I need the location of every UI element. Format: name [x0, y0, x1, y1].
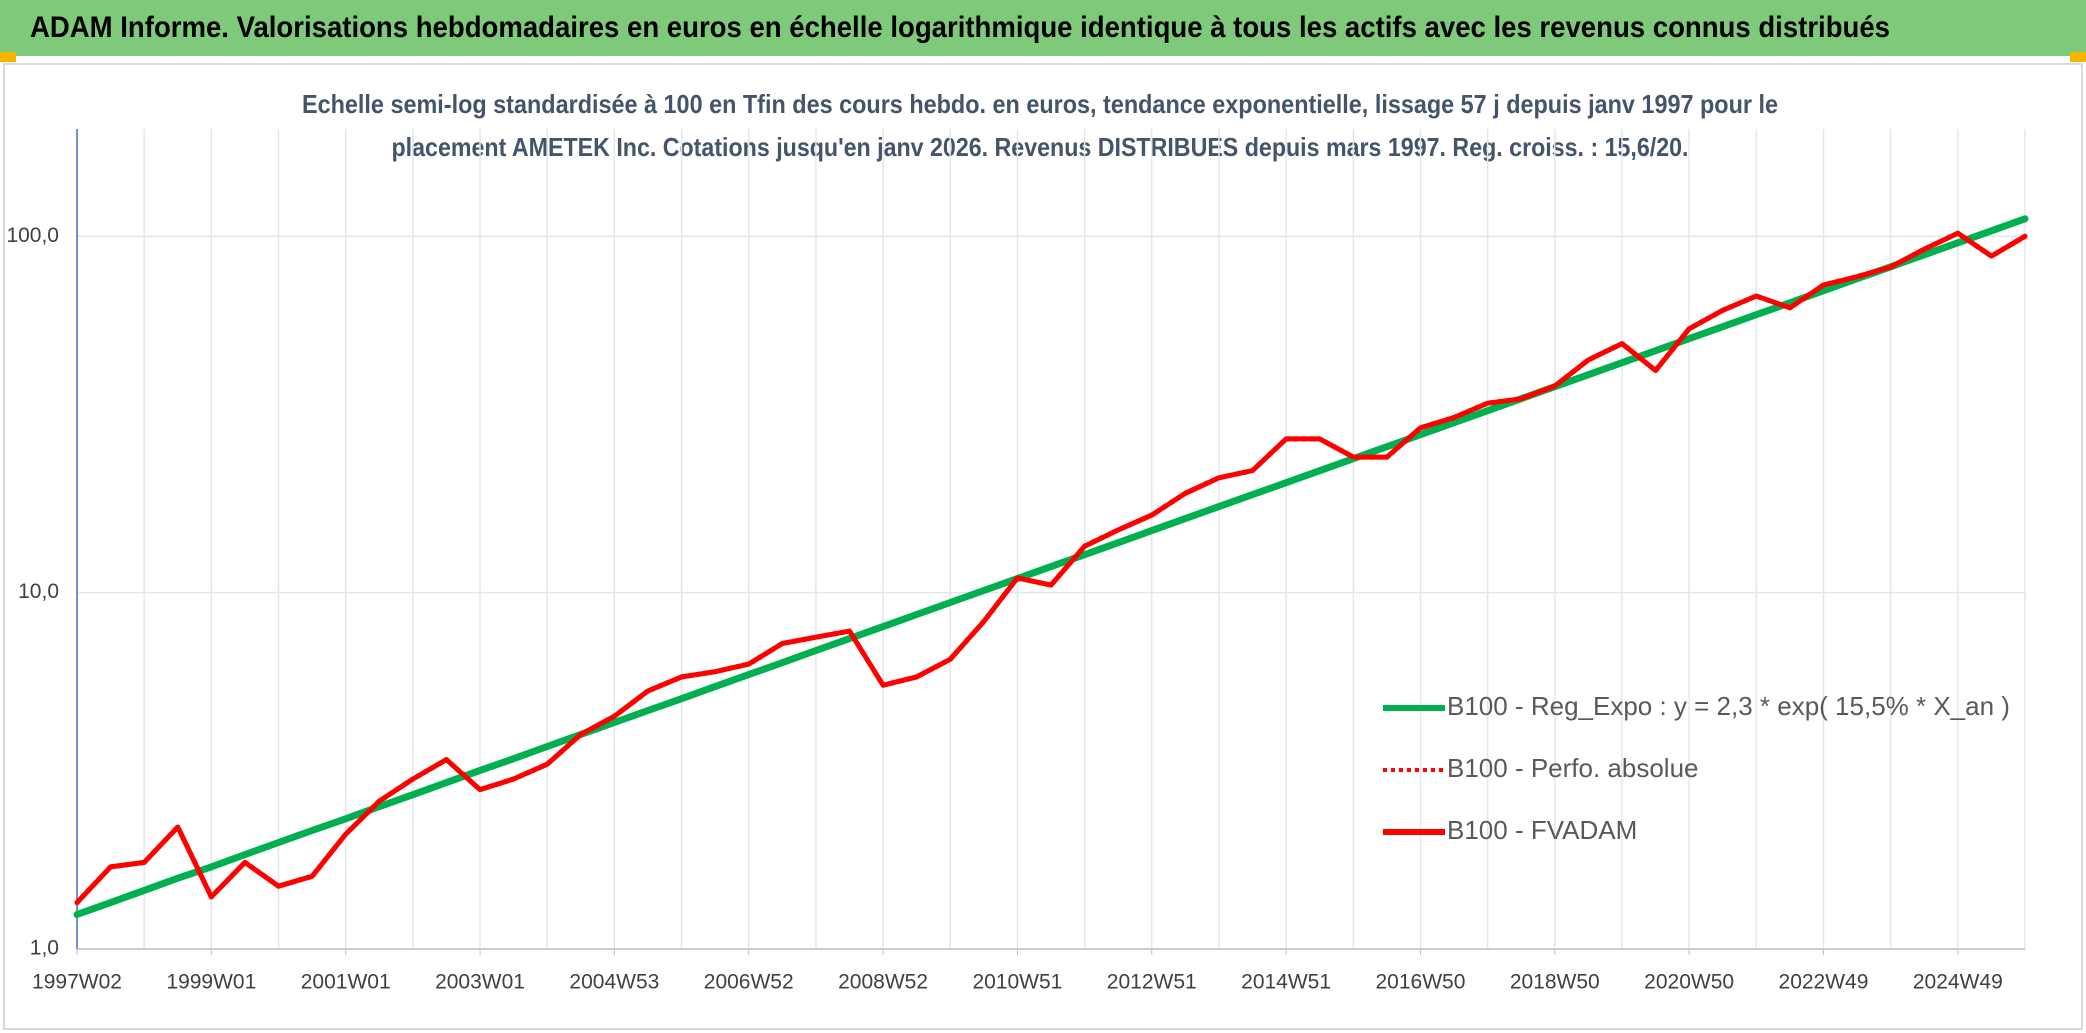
chart-subtitle: placement AMETEK Inc. Cotations jusqu'en… — [392, 132, 1689, 162]
legend-label: B100 - FVADAM — [1447, 815, 1637, 845]
series-line — [73, 215, 2029, 918]
x-tick-label: 2004W53 — [569, 971, 659, 994]
corner-mark — [2070, 52, 2086, 62]
x-tick-label: 2014W51 — [1241, 971, 1331, 994]
x-tick-label: 2003W01 — [435, 971, 525, 994]
x-tick-label: 2020W50 — [1644, 971, 1734, 994]
x-tick-label: 2022W49 — [1779, 971, 1869, 994]
chart-subtitle: Echelle semi-log standardisée à 100 en T… — [302, 89, 1778, 119]
header-title: ADAM Informe. Valorisations hebdomadaire… — [30, 11, 1890, 44]
x-tick-label: 1999W01 — [166, 971, 256, 994]
corner-mark — [0, 52, 16, 62]
x-tick-label: 2006W52 — [704, 971, 794, 994]
x-tick-label: 1997W02 — [32, 971, 122, 994]
y-tick-label: 10,0 — [18, 580, 59, 603]
x-tick-label: 2008W52 — [838, 971, 928, 994]
x-tick-label: 2016W50 — [1375, 971, 1465, 994]
series-line — [74, 230, 2028, 906]
x-tick-label: 2010W51 — [972, 971, 1062, 994]
chart-frame — [3, 63, 2083, 1030]
y-tick-label: 1,0 — [30, 937, 59, 960]
y-tick-label: 100,0 — [6, 224, 59, 247]
x-tick-label: 2012W51 — [1107, 971, 1197, 994]
header-bar — [0, 0, 2086, 56]
x-tick-label: 2024W49 — [1913, 971, 2003, 994]
legend-label: B100 - Perfo. absolue — [1447, 753, 1699, 783]
legend-label: B100 - Reg_Expo : y = 2,3 * exp( 15,5% *… — [1447, 691, 2010, 721]
x-tick-label: 2018W50 — [1510, 971, 1600, 994]
x-tick-label: 2001W01 — [301, 971, 391, 994]
